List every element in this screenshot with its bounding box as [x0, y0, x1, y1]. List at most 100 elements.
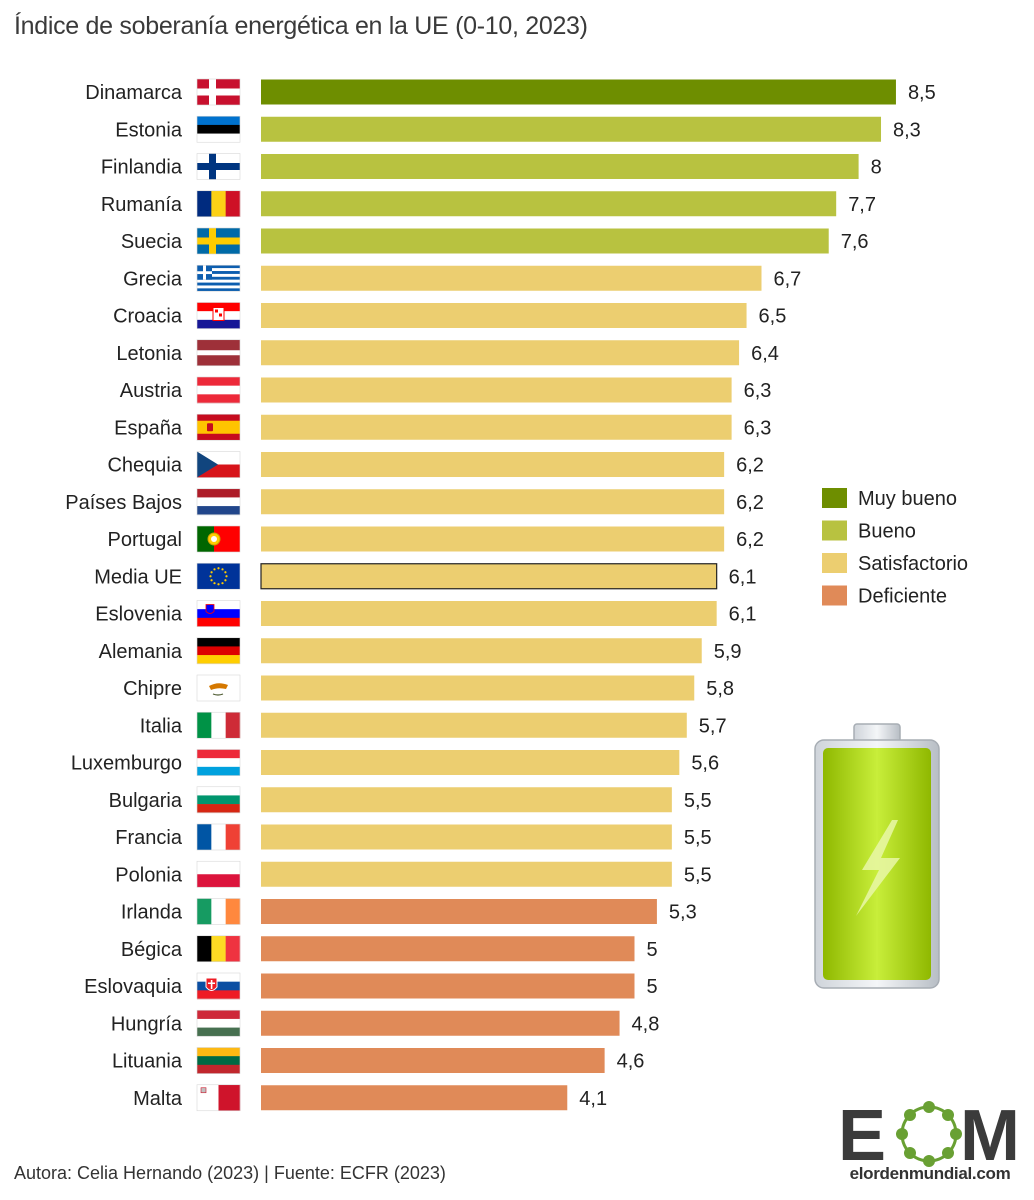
category-label: Croacia [113, 306, 183, 328]
bar-row: Portugal 6,2 [108, 525, 764, 553]
flag-italy-icon [196, 711, 241, 739]
bar-row: Finlandia 8 [101, 153, 882, 180]
bar-row: Grecia 6,7 [123, 264, 801, 292]
flag-france-icon [196, 823, 241, 851]
eom-logo: E M elordenmundial.com [838, 1098, 1022, 1190]
bar [261, 601, 717, 626]
category-label: Portugal [108, 529, 183, 551]
svg-text:M: M [960, 1098, 1020, 1168]
flag-czechia-icon [196, 451, 241, 478]
bars-group: Dinamarca 8,5 Estonia 8,3 Finlandia 8 Rumanía 7… [65, 78, 936, 1112]
category-label: Letonia [116, 343, 182, 365]
flag-denmark-icon [196, 78, 241, 106]
bar-row: Dinamarca 8,5 [85, 78, 936, 106]
flag-croatia-icon [196, 302, 241, 329]
legend-item: Deficiente [822, 585, 947, 608]
bar-row: Austria 6,3 [120, 376, 772, 404]
bar-row: Eslovenia 6,1 [95, 600, 757, 627]
bar [260, 563, 718, 590]
bar-row: Bulgaria 5,5 [109, 786, 712, 814]
bar [261, 787, 672, 813]
bar [261, 414, 732, 440]
value-label: 6,2 [736, 455, 764, 477]
value-label: 6,2 [736, 529, 764, 551]
bar [261, 303, 747, 328]
category-label: Suecia [121, 231, 183, 253]
bar [261, 675, 695, 701]
flag-slovenia-icon [196, 600, 241, 627]
category-label: Malta [133, 1088, 183, 1110]
flag-spain-icon [196, 413, 241, 441]
flag-hungary-icon [196, 1009, 241, 1037]
flag-malta-icon [196, 1084, 241, 1112]
bar-row: Hungría 4,8 [111, 1009, 660, 1037]
bar-row: Polonia 5,5 [115, 860, 712, 888]
bar [261, 638, 702, 664]
value-label: 5,5 [684, 864, 712, 886]
category-label: Hungría [111, 1013, 183, 1035]
flag-estonia-icon [196, 115, 241, 143]
value-label: 6,1 [729, 604, 757, 626]
bar-row: Italia 5,7 [140, 711, 727, 739]
bar [261, 750, 680, 775]
flag-finland-icon [196, 153, 241, 180]
flag-germany-icon [196, 637, 241, 665]
bar [261, 1010, 620, 1036]
legend-label: Satisfactorio [858, 553, 968, 575]
flag-slovakia-icon [196, 972, 241, 1000]
footer-credits: Autora: Celia Hernando (2023) | Fuente: … [14, 1163, 446, 1183]
category-label: Chequia [107, 455, 182, 477]
value-label: 4,8 [632, 1013, 660, 1035]
category-label: Luxemburgo [71, 753, 182, 775]
value-label: 7,7 [848, 194, 876, 216]
bar-row: Luxemburgo 5,6 [71, 749, 719, 776]
flag-greece-icon [196, 264, 241, 292]
bar-row: Media UE 6,1 [94, 562, 757, 590]
value-label: 5,5 [684, 790, 712, 812]
value-label: 5,9 [714, 641, 742, 663]
bar-row: Lituania 4,6 [112, 1047, 645, 1074]
flag-cyprus-icon [196, 674, 241, 702]
flag-eu-icon [196, 562, 241, 590]
bar-row: Suecia 7,6 [121, 227, 869, 255]
legend-label: Bueno [858, 521, 916, 543]
flag-sweden-icon [196, 227, 241, 255]
legend: Muy bueno Bueno Satisfactorio Deficiente [822, 488, 968, 608]
bar [261, 154, 859, 179]
category-label: Chipre [123, 678, 182, 700]
value-label: 6,2 [736, 492, 764, 514]
bar-row: Croacia 6,5 [113, 302, 786, 329]
category-label: Media UE [94, 566, 182, 588]
value-label: 6,7 [773, 268, 801, 290]
logo-site-name: elordenmundial.com [849, 1164, 1011, 1183]
bar [261, 526, 725, 552]
legend-label: Deficiente [858, 586, 947, 608]
eom-logo-mark: E M [838, 1098, 1020, 1168]
category-label: Austria [120, 380, 183, 402]
bar-row: Letonia 6,4 [116, 339, 779, 367]
value-label: 4,6 [617, 1051, 645, 1073]
category-label: Rumanía [101, 194, 183, 216]
bar-row: Países Bajos 6,2 [65, 488, 764, 516]
legend-item: Satisfactorio [822, 553, 968, 575]
bar [261, 377, 732, 403]
value-label: 5,3 [669, 902, 697, 924]
bar-row: Chequia 6,2 [107, 451, 764, 478]
bar-row: Eslovaquia 5 [84, 972, 658, 1000]
value-label: 6,3 [744, 417, 772, 439]
value-label: 6,3 [744, 380, 772, 402]
value-label: 4,1 [579, 1088, 607, 1110]
flag-latvia-icon [196, 339, 241, 367]
bar [261, 79, 896, 105]
value-label: 5,8 [706, 678, 734, 700]
bar-row: España 6,3 [114, 413, 772, 441]
value-label: 6,1 [729, 566, 757, 588]
category-label: Dinamarca [85, 82, 183, 104]
bar [261, 824, 672, 850]
bar [261, 489, 725, 515]
bar [261, 899, 657, 924]
category-label: Países Bajos [65, 492, 182, 514]
legend-swatch [822, 553, 847, 573]
chart-title: Índice de soberanía energética en la UE … [14, 12, 588, 40]
value-label: 5,7 [699, 715, 727, 737]
